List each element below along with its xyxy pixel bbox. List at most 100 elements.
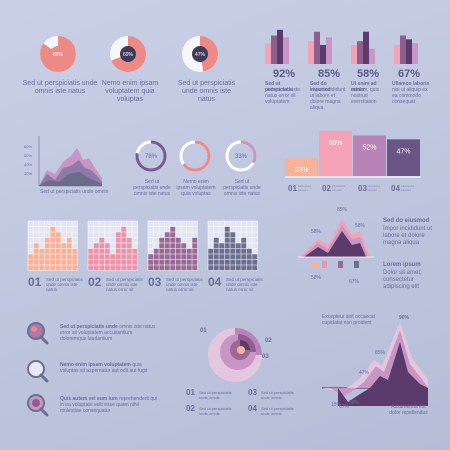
- spiral-item-text-3: Sed ut perspiciatis unde omnis: [261, 390, 294, 400]
- mini-bar-pct-3: 58%: [357, 68, 380, 80]
- area-series-3: [39, 172, 102, 186]
- step-note-1: ▭▭▭▭ ▭▭▭: [298, 184, 312, 192]
- mini-bar: [326, 37, 332, 64]
- spiral-chart: [208, 328, 262, 382]
- donut-hole: [192, 46, 208, 62]
- spiral-label-3: 03: [262, 354, 269, 360]
- magnifier-icon-3: [22, 392, 52, 418]
- mini-bar: [320, 45, 326, 64]
- mountain-series-3: [304, 231, 366, 257]
- histogram-bar: [28, 254, 34, 271]
- step-label-4: 04: [391, 184, 400, 193]
- step-label-2: 02: [322, 184, 331, 193]
- hist-text-3: Sed ut perspiciatis unde omnis iste natu…: [166, 277, 203, 292]
- mountain-side-title-1: Sed do eiusmod: [383, 218, 430, 224]
- spiral-item-num-1: 01: [186, 388, 195, 397]
- mini-bar: [369, 48, 375, 64]
- donut-chart-2: 69%: [110, 36, 146, 72]
- mini-bar: [265, 43, 271, 64]
- mountain-label: 67%: [349, 279, 360, 285]
- step-bar-chart: 23% 58% 52% 47%: [285, 130, 421, 178]
- mountain-side-title-2: Lorem ipsum: [383, 262, 421, 268]
- mini-bar: [271, 35, 277, 64]
- area-chart-yticks: 60% 50% 40% 30%: [24, 142, 32, 178]
- mini-bar: [400, 35, 406, 64]
- mini-bar-title-3: Ut enim ad minim: [351, 81, 377, 93]
- ring-progress: [179, 140, 211, 172]
- mini-bar-pct-1: 92%: [273, 68, 296, 80]
- spiral-item-num-4: 04: [248, 404, 257, 413]
- histogram-bar: [33, 243, 39, 271]
- histogram-bar: [181, 243, 187, 271]
- step-bar-value: 58%: [328, 140, 342, 147]
- histogram-bar: [148, 254, 154, 271]
- histogram-bar: [55, 232, 61, 271]
- mountain-chart: 85% 58% 58% 67% 58%: [298, 207, 374, 285]
- donut-text-3: Sed ut perspiciatis unde omnis iste natu…: [177, 80, 236, 103]
- ring-text-2: Nemo enim ipsam voluptatem quia voluptas: [176, 179, 216, 197]
- step-note-3: ▭▭▭▭ ▭▭▭: [367, 184, 381, 192]
- histogram-bar: [230, 232, 236, 271]
- mini-bar: [357, 41, 363, 64]
- mini-bar-text-4: nisi ut aliquip ex ea commodo consequat: [392, 87, 428, 105]
- donut-text-1: Sed ut perspiciatis unde omnis iste natu…: [22, 80, 98, 95]
- step-note-4: ▭▭▭▭ ▭▭▭: [401, 184, 415, 192]
- magnifier-item-2: Nemo enim ipsam voluptatem quia voluptas…: [60, 362, 160, 374]
- magnifier-title-1: Sed ut perspiciatis unde: [60, 324, 118, 330]
- mountain-label: 85%: [337, 207, 348, 213]
- spiral-item-text-4: Sed ut perspiciatis unde omnis: [261, 406, 294, 416]
- mini-bar-title-4: Ullamco laboris: [392, 81, 430, 87]
- donut-hole: [50, 46, 66, 62]
- spiral-item-num-3: 03: [248, 388, 257, 397]
- histogram-bar: [110, 254, 116, 271]
- histogram-bar: [219, 243, 225, 271]
- ring-label: 78%: [145, 154, 158, 160]
- step-label-3: 03: [358, 184, 367, 193]
- ring-chart-2: [179, 140, 211, 172]
- peak-series-3: [338, 342, 428, 406]
- donut-chart-3: 47%: [182, 36, 218, 72]
- mini-bar-text-2: Impor incididunt ut labore et dolore mag…: [310, 87, 346, 111]
- mini-bar-pct-2: 85%: [318, 68, 341, 80]
- mini-bar-text-1: unde omnis iste natus error sit voluptat…: [265, 87, 301, 105]
- ytick-2: 50%: [24, 153, 33, 158]
- mountain-marker: [354, 261, 359, 268]
- peak-top-pct: 90%: [399, 315, 410, 321]
- hist-num-3: 03: [148, 275, 162, 289]
- step-bar: [387, 139, 420, 176]
- mountain-side-text-2: Dolor sit amet, consectetur adipiscing e…: [383, 270, 422, 290]
- magnifier-title-2: Nemo enim ipsam voluptatem: [60, 362, 131, 368]
- spiral-label-2: 02: [265, 338, 272, 344]
- peak-label: 67%: [339, 404, 350, 410]
- mountain-marker: [322, 261, 327, 268]
- area-chart-caption: Sed ut perspiciatis unde omnis: [40, 189, 109, 195]
- hist-num-2: 02: [88, 275, 102, 289]
- peak-top-text: Excepteur sint occaecat cupidatat non pr…: [322, 314, 376, 326]
- mini-bar-pct-4: 67%: [398, 68, 421, 80]
- histogram-bar: [93, 243, 99, 271]
- mini-bar: [314, 31, 320, 64]
- mini-bar: [394, 45, 400, 64]
- donut-chart-1: 85%: [39, 36, 76, 72]
- magnifier-icon-1: [22, 320, 52, 346]
- mini-bar-text-3: veniam, quis nostrud exercitation: [351, 87, 380, 105]
- histogram-bar: [104, 243, 110, 271]
- ring-chart-3: 33%: [225, 140, 257, 172]
- ytick-4: 30%: [24, 171, 33, 176]
- step-bar-value: 23%: [294, 167, 308, 174]
- mountain-marker: [312, 261, 317, 268]
- histogram-bar: [115, 232, 121, 271]
- mini-bar-title-1: Sed ut perspiciatis: [265, 81, 293, 93]
- hist-text-2: Sed ut perspiciatis unde omnis iste natu…: [106, 277, 143, 292]
- peak-label: 47%: [359, 370, 370, 376]
- step-label-1: 01: [288, 184, 297, 193]
- ring-text-1: Sed ut perspiciatis unde omnis iste natu…: [133, 179, 171, 197]
- donut-hole: [120, 46, 136, 62]
- mini-bar: [351, 45, 357, 64]
- mini-bar: [308, 41, 314, 64]
- peak-bottom-text: Assumenda est dolor repellendus: [389, 404, 428, 416]
- ring-text-3: Sed ut perspiciatis unde omnis iste natu…: [223, 179, 261, 197]
- histogram-bar: [235, 243, 241, 271]
- mountain-side-text-1: Impor incididunt ut labore et dolore mag…: [383, 226, 433, 246]
- ring-progress: [225, 140, 257, 172]
